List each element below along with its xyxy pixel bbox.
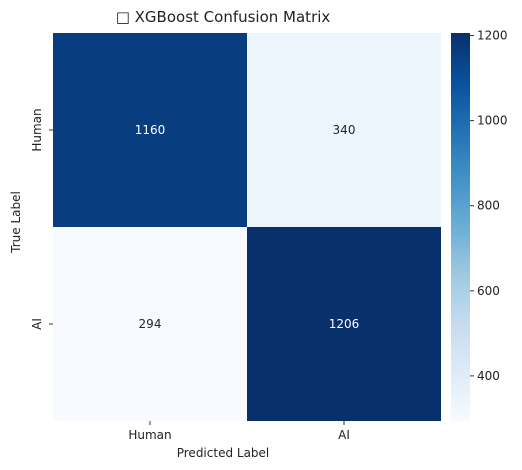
cell-value-label: 1160 [135, 123, 166, 137]
chart-title: □ XGBoost Confusion Matrix [116, 8, 331, 26]
heatmap-labels: 1160 340 294 1206 Human AI Human AI [30, 108, 359, 442]
x-tick-label-ai: AI [338, 428, 350, 442]
x-axis-label: Predicted Label [177, 446, 270, 460]
heatmap-cells [53, 33, 441, 421]
colorbar-tick-label: 800 [477, 199, 500, 213]
heatmap-cell-ai-ai [247, 227, 441, 421]
cell-value-label: 1206 [329, 317, 360, 331]
x-tick-label-human: Human [128, 428, 171, 442]
colorbar-tick-label: 1200 [477, 29, 508, 43]
colorbar-tick-label: 600 [477, 284, 500, 298]
colorbar-tick-label: 400 [477, 369, 500, 383]
y-tick-label-human: Human [30, 108, 44, 151]
heatmap-cell-human-human [53, 33, 247, 227]
colorbar-tick-label: 1000 [477, 114, 508, 128]
cell-value-label: 340 [333, 123, 356, 137]
colorbar-gradient [451, 33, 470, 421]
heatmap-cell-human-ai [247, 33, 441, 227]
y-axis-label: True Label [9, 191, 23, 254]
heatmap-cell-ai-human [53, 227, 247, 421]
cell-value-label: 294 [139, 317, 162, 331]
colorbar: 400 600 800 1000 1200 [451, 29, 508, 421]
y-tick-label-ai: AI [30, 318, 44, 330]
